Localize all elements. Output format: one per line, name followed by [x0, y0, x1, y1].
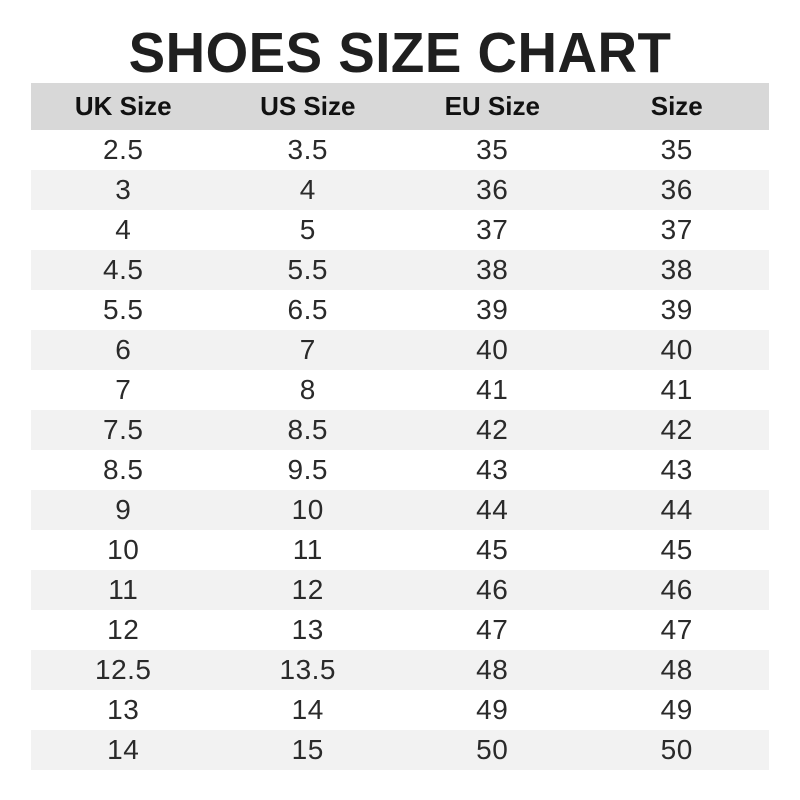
size-cell: 5: [299, 214, 316, 245]
size-cell: 45: [476, 534, 509, 565]
table-row: 4.5 5.5 38 38: [31, 250, 769, 290]
table-body: 2.5 3.5 35 35 3 4 36 36 4 5 37 37 4.5 5.5 38 38 5.5 6.5 39…: [31, 130, 769, 770]
size-cell: 7.5: [31, 410, 216, 450]
size-cell: 50: [584, 730, 769, 770]
size-cell: 15: [215, 730, 400, 770]
size-cell: 42: [584, 410, 769, 450]
table-row: 7.5 8.5 42 42: [31, 410, 769, 450]
size-cell: 41: [476, 374, 509, 405]
table-row: 13 14 49 49: [31, 690, 769, 730]
size-cell: 11: [31, 570, 216, 610]
size-cell: 47: [660, 614, 693, 645]
size-cell: 14: [31, 730, 216, 770]
size-cell: 13.5: [215, 650, 400, 690]
size-cell: 5.5: [103, 294, 144, 325]
size-cell: 46: [400, 570, 585, 610]
size-chart-table: UK Size US Size EU Size Size 2.5 3.5 35 35 3 4 36…: [31, 83, 769, 770]
table-head: UK Size US Size EU Size Size: [31, 83, 769, 130]
table-row: 11 12 46 46: [31, 570, 769, 610]
size-cell: 40: [584, 330, 769, 370]
table-row: 14 15 50 50: [31, 730, 769, 770]
table-row: 12 13 47 47: [31, 610, 769, 650]
size-cell: 12: [215, 570, 400, 610]
size-cell: 43: [660, 454, 693, 485]
size-cell: 48: [400, 650, 585, 690]
size-cell: 46: [584, 570, 769, 610]
size-cell: 5.5: [215, 250, 400, 290]
table-row: 10 11 45 45: [31, 530, 769, 570]
size-cell: 13: [291, 614, 324, 645]
column-header: EU Size: [400, 83, 585, 130]
size-cell: 8.5: [215, 410, 400, 450]
size-cell: 35: [660, 134, 693, 165]
size-cell: 3: [31, 170, 216, 210]
size-cell: 39: [476, 294, 509, 325]
size-cell: 13: [107, 694, 140, 725]
size-cell: 8: [299, 374, 316, 405]
table-header-row: UK Size US Size EU Size Size: [31, 83, 769, 130]
size-cell: 49: [660, 694, 693, 725]
size-cell: 14: [291, 694, 324, 725]
size-cell: 38: [400, 250, 585, 290]
table-row: 8.5 9.5 43 43: [31, 450, 769, 490]
size-cell: 38: [584, 250, 769, 290]
size-cell: 44: [400, 490, 585, 530]
size-cell: 4: [115, 214, 132, 245]
size-cell: 42: [400, 410, 585, 450]
size-cell: 3.5: [287, 134, 328, 165]
size-cell: 43: [476, 454, 509, 485]
size-cell: 36: [584, 170, 769, 210]
table-row: 12.5 13.5 48 48: [31, 650, 769, 690]
size-cell: 12: [107, 614, 140, 645]
size-cell: 45: [660, 534, 693, 565]
size-cell: 9: [31, 490, 216, 530]
size-cell: 8.5: [103, 454, 144, 485]
size-cell: 50: [400, 730, 585, 770]
size-cell: 39: [660, 294, 693, 325]
size-cell: 7: [115, 374, 132, 405]
size-cell: 12.5: [31, 650, 216, 690]
size-cell: 2.5: [103, 134, 144, 165]
size-cell: 47: [476, 614, 509, 645]
size-cell: 36: [400, 170, 585, 210]
table-row: 5.5 6.5 39 39: [31, 290, 769, 330]
table-row: 3 4 36 36: [31, 170, 769, 210]
size-cell: 37: [476, 214, 509, 245]
size-cell: 9.5: [287, 454, 328, 485]
size-cell: 11: [292, 534, 323, 565]
table-row: 4 5 37 37: [31, 210, 769, 250]
column-header: Size: [584, 83, 769, 130]
size-cell: 35: [476, 134, 509, 165]
size-cell: 40: [400, 330, 585, 370]
page-title: SHOES SIZE CHART: [128, 21, 672, 85]
size-cell: 48: [584, 650, 769, 690]
column-header: US Size: [215, 83, 400, 130]
size-cell: 10: [215, 490, 400, 530]
size-cell: 6: [31, 330, 216, 370]
table-row: 7 8 41 41: [31, 370, 769, 410]
size-cell: 4.5: [31, 250, 216, 290]
size-cell: 41: [660, 374, 693, 405]
size-cell: 4: [215, 170, 400, 210]
size-cell: 49: [476, 694, 509, 725]
size-cell: 44: [584, 490, 769, 530]
column-header: UK Size: [31, 83, 216, 130]
size-cell: 6.5: [287, 294, 328, 325]
size-cell: 7: [215, 330, 400, 370]
table-row: 9 10 44 44: [31, 490, 769, 530]
size-cell: 37: [660, 214, 693, 245]
table-row: 2.5 3.5 35 35: [31, 130, 769, 170]
size-cell: 10: [107, 534, 140, 565]
table-row: 6 7 40 40: [31, 330, 769, 370]
